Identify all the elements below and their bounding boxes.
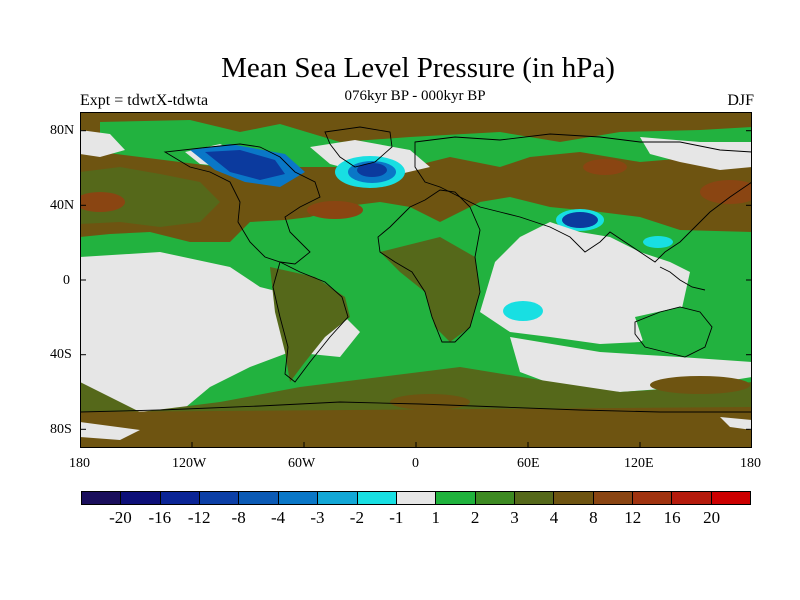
central-asia-rust: [583, 159, 627, 175]
colorbar-tick-label: 4: [549, 508, 559, 527]
lon-label-180e: 180: [740, 456, 761, 471]
tibet-low-deep: [562, 212, 598, 228]
season-label: DJF: [727, 92, 754, 109]
map-panel: [80, 112, 752, 448]
atlantic-high-rust: [307, 201, 363, 219]
coastlines: [80, 126, 752, 413]
colorbar-swatch: [633, 492, 673, 504]
north-pacific-olive: [80, 167, 220, 227]
lon-label-60e: 60E: [517, 456, 540, 471]
colorbar-tick-label: -4: [270, 508, 286, 527]
greenland-low-deep: [357, 163, 387, 177]
colorbar-tick-label: -12: [187, 508, 211, 527]
pacific-high-rust: [80, 192, 125, 212]
colorbar-tick-label: 3: [510, 508, 519, 527]
lat-label-80n: 80N: [50, 123, 75, 138]
colorbar-swatch: [396, 492, 437, 504]
lon-label-0: 0: [412, 456, 419, 471]
colorbar-swatch: [200, 492, 240, 504]
south-pacific-grey: [80, 252, 360, 417]
map-frame: [80, 112, 752, 448]
colorbar-swatch: [278, 492, 319, 504]
colorbar-swatch: [318, 492, 358, 504]
chart-subtitle: 076kyr BP - 000kyr BP: [344, 88, 486, 104]
colorbar-tick-label: 12: [624, 508, 642, 527]
australia-green: [635, 307, 715, 352]
south-america-olive: [270, 267, 350, 382]
colorbar-swatch: [593, 492, 634, 504]
colorbar-swatch: [514, 492, 555, 504]
colorbar-swatch: [160, 492, 201, 504]
colorbar-tick-label: 20: [703, 508, 721, 527]
antarctica-brown: [80, 407, 752, 448]
lat-label-eq: 0: [63, 273, 70, 288]
indian-ocean-cyan: [503, 301, 543, 321]
colorbar-swatch: [436, 492, 476, 504]
colorbar-swatch: [82, 492, 122, 504]
colorbar-tick-label: 8: [589, 508, 598, 527]
southern-ocean-brown: [650, 376, 750, 394]
lon-label-180w: 180: [69, 456, 90, 471]
west-pacific-cyan: [643, 236, 673, 248]
colorbar-tick-label: -3: [310, 508, 325, 527]
south-pacific-brown: [390, 394, 470, 410]
colorbar-swatch: [239, 492, 279, 504]
lon-label-60w: 60W: [288, 456, 316, 471]
colorbar-tick-label: -2: [349, 508, 364, 527]
colorbar-swatch: [711, 492, 751, 504]
lon-label-120e: 120E: [624, 456, 654, 471]
north-america-low-deep: [205, 150, 285, 180]
colorbar: [81, 491, 751, 505]
colorbar-swatch: [672, 492, 712, 504]
colorbar-tick-label: -8: [231, 508, 246, 527]
experiment-label: Expt = tdwtX-tdwta: [80, 92, 209, 109]
colorbar-tick-label: -1: [389, 508, 404, 527]
asia-high-rust: [700, 180, 752, 204]
colorbar-swatch: [475, 492, 515, 504]
colorbar-tick-label: 16: [663, 508, 681, 527]
colorbar-tick-label: 1: [431, 508, 440, 527]
colorbar-swatch: [554, 492, 594, 504]
colorbar-swatch: [121, 492, 161, 504]
lat-label-40n: 40N: [50, 198, 75, 213]
colorbar-tick-label: -16: [148, 508, 172, 527]
colorbar-swatch: [357, 492, 397, 504]
lat-label-40s: 40S: [50, 347, 72, 362]
chart-title: Mean Sea Level Pressure (in hPa): [221, 52, 615, 84]
lat-label-80s: 80S: [50, 422, 72, 437]
colorbar-tick-label: 2: [470, 508, 480, 527]
africa-olive: [380, 237, 480, 342]
colorbar-tick-label: -20: [109, 508, 132, 527]
lon-label-120w: 120W: [172, 456, 207, 471]
